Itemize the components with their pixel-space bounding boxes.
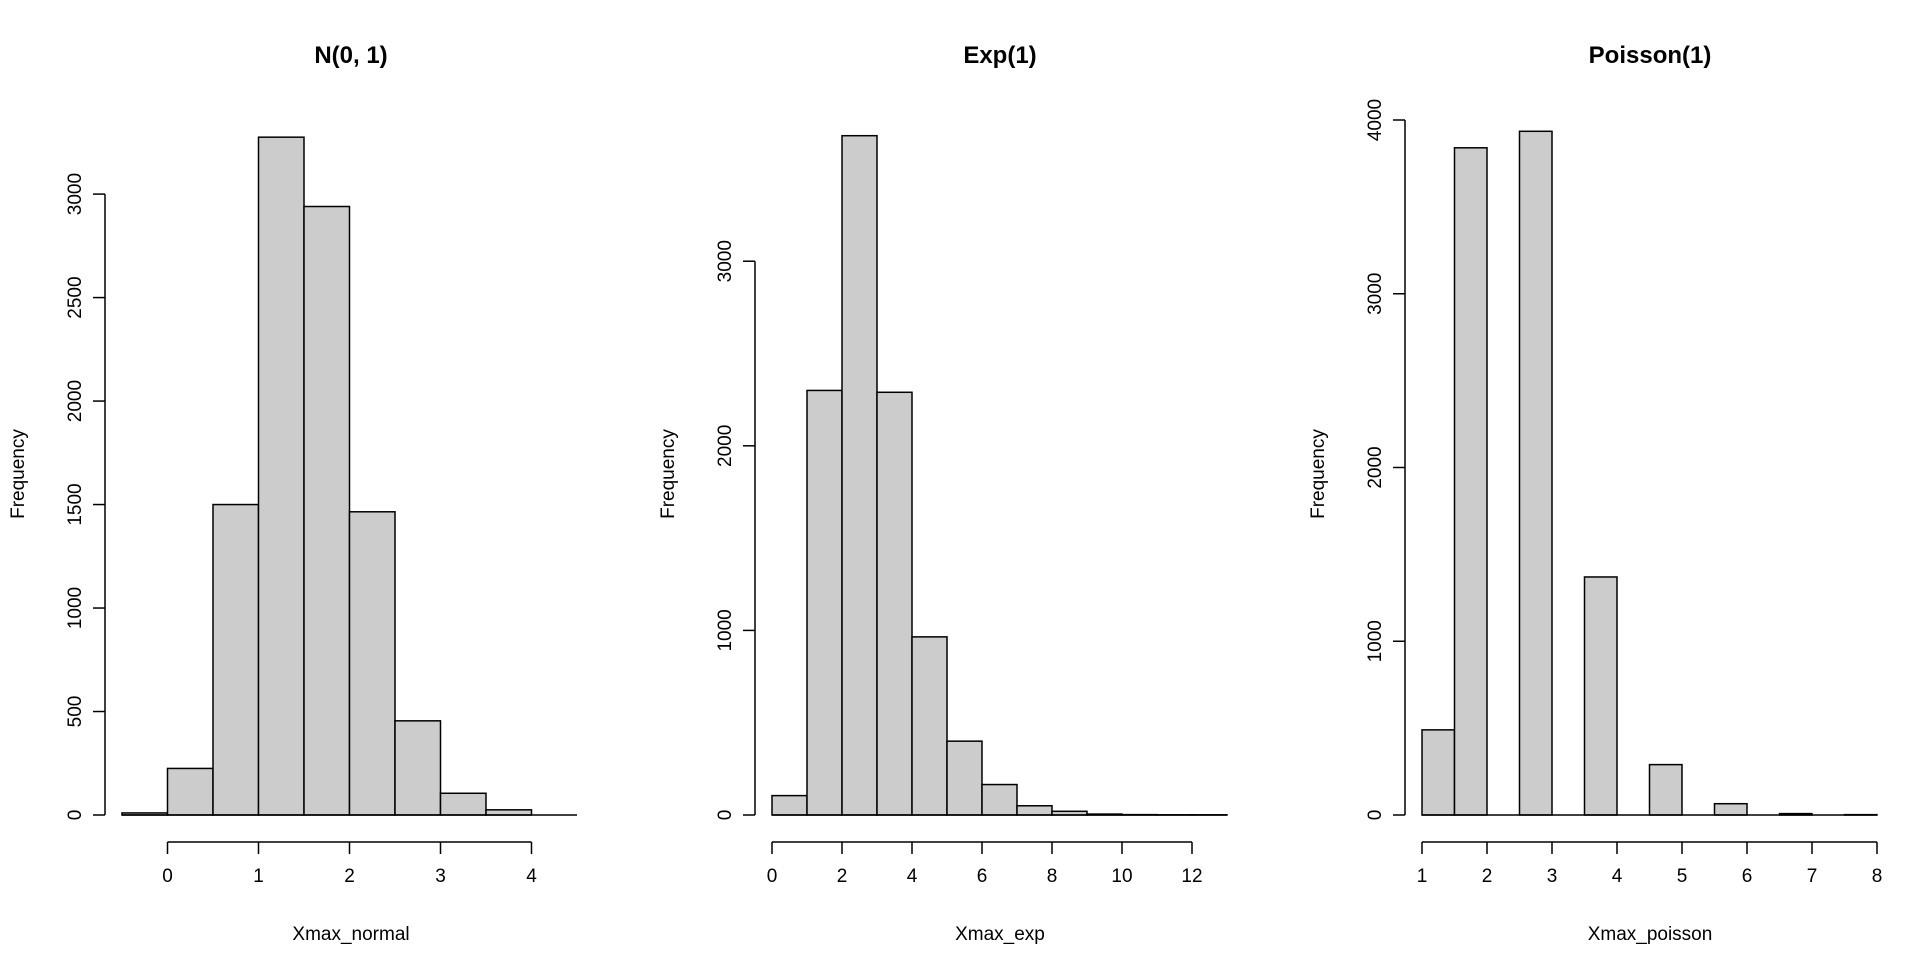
x-tick-label: 7 <box>1807 866 1818 887</box>
x-tick-label: 4 <box>907 866 918 887</box>
chart-title: Exp(1) <box>963 42 1036 69</box>
x-tick-label: 3 <box>435 866 446 887</box>
chart-title: N(0, 1) <box>314 42 387 69</box>
y-tick-label: 1000 <box>715 609 736 651</box>
x-tick-label: 6 <box>1742 866 1753 887</box>
histogram-bar <box>1017 806 1052 815</box>
histogram-bar <box>304 207 350 815</box>
histogram-panel-1: N(0, 1) 0 500 1000 1500 2000 2500 3000 0 1 2 3 4 Xmax… <box>8 42 577 945</box>
histogram-bar <box>947 741 982 815</box>
y-tick-label: 4000 <box>1365 99 1386 141</box>
y-axis-label: Frequency <box>658 429 679 519</box>
histogram-bar <box>1715 804 1748 815</box>
x-tick-label: 2 <box>1482 866 1493 887</box>
x-axis-label: Xmax_poisson <box>1588 924 1713 945</box>
histogram-bar <box>1422 730 1455 815</box>
histogram-bar <box>982 785 1017 815</box>
x-tick-label: 5 <box>1677 866 1688 887</box>
x-tick-label: 10 <box>1111 866 1132 887</box>
histogram-bar <box>1585 577 1618 815</box>
y-axis-label: Frequency <box>8 429 29 519</box>
y-tick-label: 3000 <box>65 173 86 215</box>
y-tick-label: 2000 <box>1365 446 1386 488</box>
y-axis-label: Frequency <box>1308 429 1329 519</box>
histogram-panel-2: Exp(1) 0 1000 2000 3000 0 2 4 6 8 10 12 Xmax_exp Freq… <box>658 42 1227 945</box>
x-tick-label: 4 <box>526 866 537 887</box>
histogram-bar <box>441 793 487 815</box>
y-tick-label: 3000 <box>1365 273 1386 315</box>
y-tick-label: 1000 <box>1365 620 1386 662</box>
histogram-panel-3: Poisson(1) 0 1000 2000 3000 4000 1 2 3 4 5 6 7 8 Xmax_… <box>1308 42 1882 945</box>
y-tick-label: 0 <box>715 810 736 821</box>
chart-title: Poisson(1) <box>1589 42 1712 69</box>
y-tick-label: 2500 <box>65 276 86 318</box>
y-tick-label: 1000 <box>65 587 86 629</box>
y-tick-label: 2000 <box>715 425 736 467</box>
x-tick-label: 3 <box>1547 866 1558 887</box>
x-tick-label: 0 <box>767 866 778 887</box>
x-tick-label: 6 <box>977 866 988 887</box>
x-tick-label: 2 <box>344 866 355 887</box>
x-axis-label: Xmax_normal <box>292 924 409 945</box>
histogram-bar <box>842 136 877 815</box>
y-tick-label: 0 <box>65 810 86 821</box>
histogram-bar <box>168 768 214 815</box>
histogram-bar <box>807 390 842 815</box>
x-tick-label: 8 <box>1047 866 1058 887</box>
y-tick-label: 2000 <box>65 380 86 422</box>
histogram-bar <box>772 796 807 815</box>
histogram-bar <box>259 137 305 815</box>
x-tick-label: 1 <box>253 866 264 887</box>
histogram-bar <box>350 512 396 815</box>
y-tick-label: 1500 <box>65 483 86 525</box>
histogram-bar <box>1520 131 1553 815</box>
histogram-bar <box>912 637 947 815</box>
x-tick-label: 0 <box>162 866 173 887</box>
histogram-bar <box>1650 765 1683 815</box>
histogram-bar <box>213 505 259 815</box>
histogram-bar <box>486 810 532 815</box>
x-tick-label: 2 <box>837 866 848 887</box>
y-tick-label: 3000 <box>715 240 736 282</box>
x-tick-label: 12 <box>1181 866 1202 887</box>
x-tick-label: 1 <box>1417 866 1428 887</box>
histogram-bar <box>877 392 912 815</box>
x-axis-label: Xmax_exp <box>955 924 1045 945</box>
histogram-bar <box>395 721 441 815</box>
x-tick-label: 8 <box>1872 866 1883 887</box>
histogram-bar <box>1455 148 1488 815</box>
y-tick-label: 500 <box>65 696 86 728</box>
y-tick-label: 0 <box>1365 810 1386 821</box>
x-tick-label: 4 <box>1612 866 1623 887</box>
